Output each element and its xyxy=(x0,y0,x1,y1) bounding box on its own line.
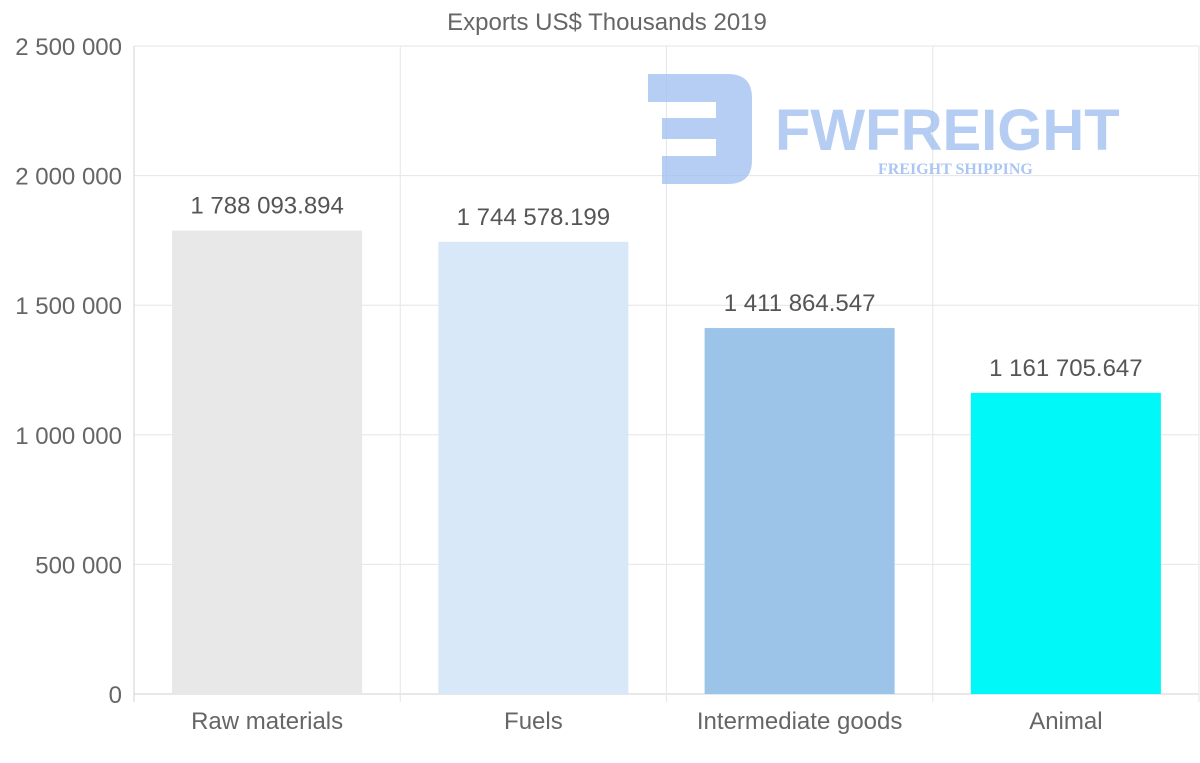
watermark-logo: FWFREIGHT FREIGHT SHIPPING xyxy=(648,74,1120,184)
chart-title: Exports US$ Thousands 2019 xyxy=(447,9,767,36)
bar xyxy=(704,328,895,694)
bar xyxy=(970,392,1161,694)
data-labels: 1 788 093.894 1 744 578.199 1 411 864.547 1… xyxy=(190,193,1142,382)
x-tick-label: Animal xyxy=(1029,708,1102,735)
data-label: 1 411 864.547 xyxy=(724,290,876,317)
watermark-tagline: FREIGHT SHIPPING xyxy=(878,161,1033,178)
y-tick-label: 1 500 000 xyxy=(15,293,122,320)
bar xyxy=(172,230,363,694)
x-tick-label: Intermediate goods xyxy=(697,708,902,735)
y-tick-label: 0 xyxy=(109,682,122,709)
bars xyxy=(172,230,1161,694)
x-tick-label: Fuels xyxy=(504,708,563,735)
watermark-emblem-icon xyxy=(648,74,752,184)
y-tick-label: 1 000 000 xyxy=(15,423,122,450)
bar xyxy=(438,241,629,694)
data-label: 1 161 705.647 xyxy=(989,355,1142,382)
y-tick-label: 500 000 xyxy=(35,552,122,579)
x-tick-label: Raw materials xyxy=(191,708,343,735)
y-tick-label: 2 500 000 xyxy=(15,34,122,61)
watermark-brand: FWFREIGHT xyxy=(775,98,1120,163)
x-axis-categories: Raw materials Fuels Intermediate goods Anim… xyxy=(191,708,1102,735)
y-tick-label: 2 000 000 xyxy=(15,164,122,191)
data-label: 1 744 578.199 xyxy=(457,204,610,231)
data-label: 1 788 093.894 xyxy=(190,193,343,220)
y-axis-ticks: 0 500 000 1 000 000 1 500 000 2 000 000 2 500… xyxy=(15,34,122,709)
